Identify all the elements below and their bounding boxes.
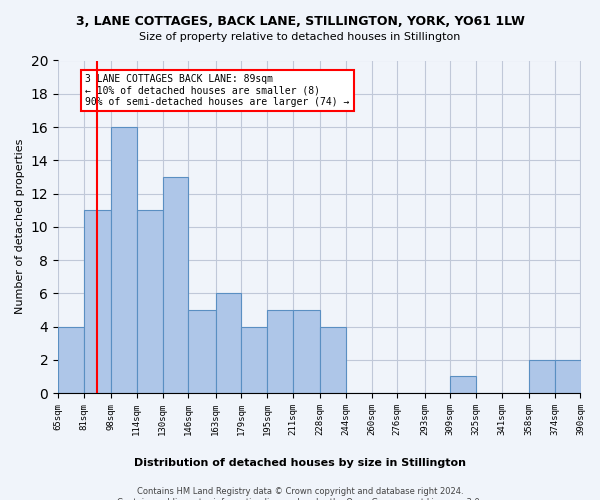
Bar [267, 310, 293, 393]
Bar [163, 177, 188, 393]
Text: Distribution of detached houses by size in Stillington: Distribution of detached houses by size … [134, 458, 466, 468]
Bar [188, 310, 215, 393]
Bar [241, 326, 267, 393]
Bar [555, 360, 581, 393]
Bar [320, 326, 346, 393]
Bar [84, 210, 111, 393]
Bar [215, 294, 241, 393]
Text: 3, LANE COTTAGES, BACK LANE, STILLINGTON, YORK, YO61 1LW: 3, LANE COTTAGES, BACK LANE, STILLINGTON… [76, 15, 524, 28]
Text: Contains HM Land Registry data © Crown copyright and database right 2024.
Contai: Contains HM Land Registry data © Crown c… [118, 488, 482, 500]
Bar [137, 210, 163, 393]
Bar [58, 326, 84, 393]
Bar [111, 127, 137, 393]
Text: Size of property relative to detached houses in Stillington: Size of property relative to detached ho… [139, 32, 461, 42]
Y-axis label: Number of detached properties: Number of detached properties [15, 139, 25, 314]
Bar [450, 376, 476, 393]
Bar [529, 360, 555, 393]
Bar [293, 310, 320, 393]
Text: 3 LANE COTTAGES BACK LANE: 89sqm
← 10% of detached houses are smaller (8)
90% of: 3 LANE COTTAGES BACK LANE: 89sqm ← 10% o… [85, 74, 350, 107]
